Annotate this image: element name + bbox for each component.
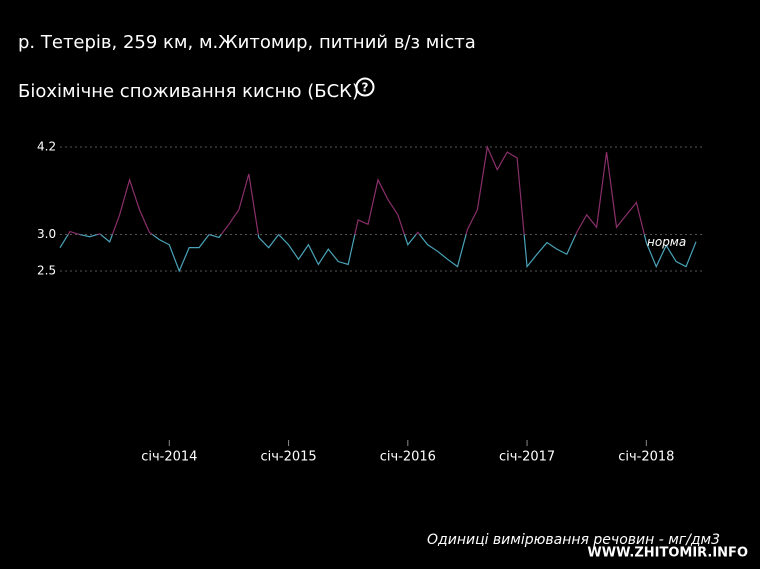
threshold-label: норма: [647, 235, 686, 249]
location: р. Тетерів, 259 км, м.Житомир, питний в/…: [18, 32, 476, 53]
x-tick-label: січ-2017: [499, 450, 555, 465]
x-tick-label: січ-2014: [141, 450, 197, 465]
help-icon-text[interactable]: ?: [362, 81, 369, 95]
y-tick-label: 3.0: [37, 227, 56, 241]
watermark: WWW.ZHITOMIR.INFO: [587, 546, 748, 561]
x-tick-label: січ-2015: [260, 450, 316, 465]
x-tick-label: січ-2018: [618, 450, 674, 465]
line-below-threshold: [59, 234, 697, 273]
y-tick-label: 4.2: [37, 140, 56, 154]
x-tick-label: січ-2016: [380, 450, 436, 465]
line-above-threshold: [67, 144, 645, 235]
y-tick-label: 2.5: [37, 264, 56, 278]
chart-title: Біохімічне споживання кисню (БСК): [18, 81, 359, 102]
help-icon[interactable]: [355, 77, 375, 97]
unit-note: Одиниці вимірювання речовин - мг/дм3: [427, 532, 720, 548]
